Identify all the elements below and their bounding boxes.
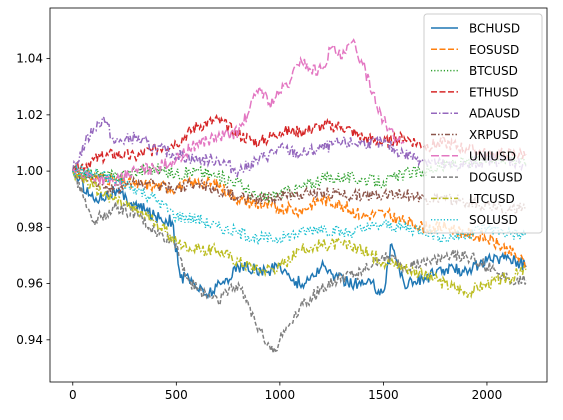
x-tick-label: 2000 (472, 388, 503, 402)
series-line-uniusd (72, 38, 405, 187)
x-tick-label: 1500 (368, 388, 399, 402)
legend-box (423, 13, 543, 234)
legend-label-xrpusd: XRPUSD (469, 128, 518, 142)
x-tick-label: 500 (165, 388, 188, 402)
y-axis: 0.94 0.96 0.98 1.00 1.02 1.04 (16, 52, 50, 347)
legend-label-dogusd: DOGUSD (469, 171, 523, 185)
y-tick-label: 0.96 (16, 277, 43, 291)
series-line-bchusd (72, 169, 527, 300)
legend-label-ethusd: ETHUSD (469, 85, 519, 99)
legend-label-bchusd: BCHUSD (469, 22, 520, 36)
axes-frame (49, 7, 548, 383)
series-line-ltcusd (72, 170, 527, 299)
legend-label-ltcusd: LTCUSD (469, 192, 515, 206)
x-axis: 0 500 1000 1500 2000 (69, 382, 502, 402)
legend-label-eosusd: EOSUSD (469, 43, 519, 57)
series-line-solusd (72, 163, 527, 246)
y-tick-label: 1.02 (16, 108, 43, 122)
y-tick-label: 1.04 (16, 52, 43, 66)
x-tick-label: 1000 (265, 388, 296, 402)
x-tick-label: 0 (69, 388, 77, 402)
y-tick-label: 0.94 (16, 333, 43, 347)
series-line-btcusd (72, 152, 527, 204)
legend-label-btcusd: BTCUSD (469, 64, 518, 78)
legend-label-adausd: ADAUSD (469, 107, 520, 121)
series-line-xrpusd (72, 165, 527, 217)
legend: BCHUSD EOSUSD BTCUSD ETHUSD ADAUSD XRPUSD UNIU… (423, 13, 543, 234)
legend-label-uniusd: UNIUSD (469, 149, 516, 163)
y-tick-label: 0.98 (16, 220, 43, 234)
series-line-dogusd (72, 170, 528, 354)
y-tick-label: 1.00 (16, 164, 43, 178)
legend-label-solusd: SOLUSD (469, 213, 518, 227)
